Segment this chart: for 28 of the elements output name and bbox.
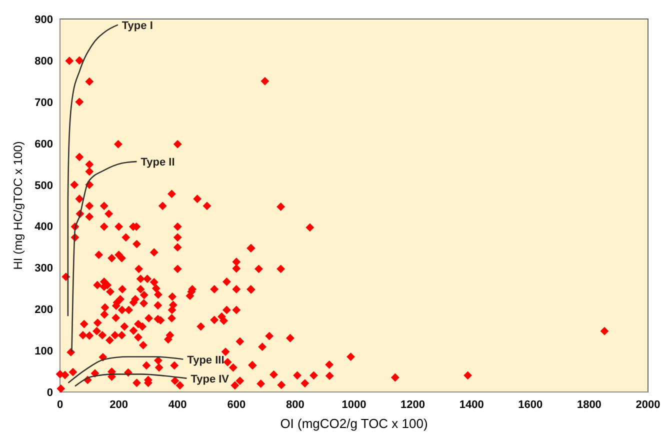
- y-tick-label: 400: [34, 221, 53, 234]
- series-label: Type III: [187, 354, 224, 366]
- y-axis-title: HI (mg HC/gTOC x 100): [11, 141, 25, 270]
- x-tick-label: 0: [56, 399, 64, 411]
- y-tick-label: 800: [34, 55, 53, 68]
- x-tick-label: 2000: [636, 399, 660, 411]
- y-tick-label: 700: [34, 96, 53, 109]
- y-tick-label: 300: [34, 262, 53, 275]
- x-tick-label: 400: [168, 399, 187, 411]
- y-tick-label: 600: [34, 138, 53, 150]
- x-tick-label: 800: [286, 399, 304, 411]
- x-tick-label: 1600: [518, 399, 543, 411]
- series-label: Type IV: [190, 373, 230, 386]
- x-tick-label: 1800: [576, 399, 602, 411]
- series-label: Type II: [140, 156, 175, 169]
- series-label: Type I: [122, 20, 153, 32]
- x-tick-label: 1000: [342, 399, 366, 411]
- x-tick-label: 1400: [459, 399, 484, 411]
- y-tick-label: 500: [34, 180, 53, 192]
- line-series: [67, 24, 119, 317]
- x-tick-label: 1200: [400, 399, 426, 411]
- x-tick-label: 200: [110, 399, 128, 411]
- y-tick-label: 100: [34, 346, 53, 358]
- x-tick-label: 600: [227, 399, 246, 411]
- x-axis-title: OI (mgCO2/g TOC x 100): [280, 416, 428, 431]
- y-tick-label: 200: [34, 304, 53, 316]
- y-tick-label: 0: [46, 387, 53, 399]
- y-tick-label: 900: [34, 14, 53, 26]
